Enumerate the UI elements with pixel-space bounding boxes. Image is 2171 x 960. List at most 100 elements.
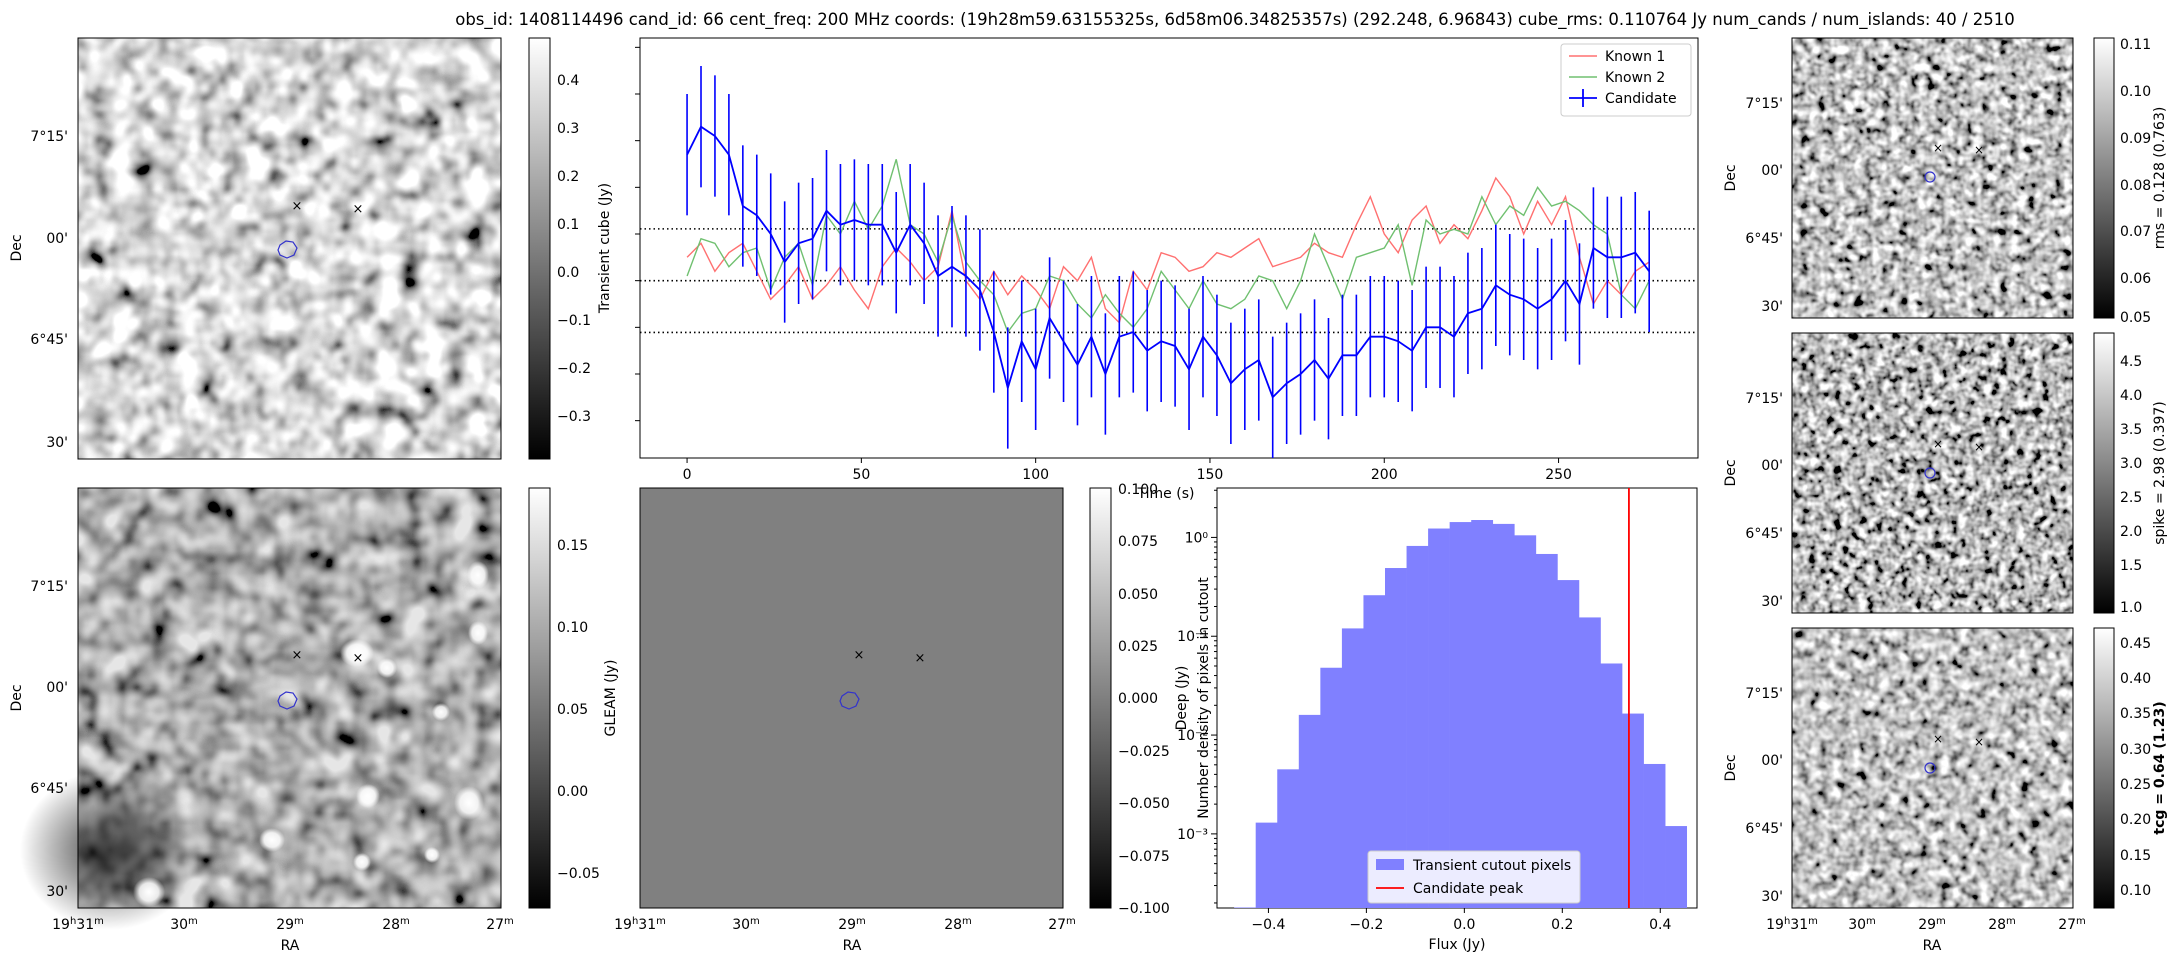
tcg-dec-tick-3: 30' [1761, 889, 1783, 905]
gleam-ra-tick-3: 28m [944, 916, 972, 933]
gleam-contour [839, 691, 860, 710]
spike-cb-tick-4: 2.5 [2120, 490, 2142, 506]
tcg-colorbar-label: tcg = 0.64 (1.23) [2152, 701, 2168, 834]
deep-ra-tick-3: 28m [382, 916, 410, 933]
spike-cb-tick-1: 4.0 [2120, 388, 2142, 404]
gleam-marker-green: × [915, 651, 926, 666]
deep-cb-tick-2: 0.05 [557, 702, 588, 718]
spike-marker-green: × [1974, 440, 1984, 454]
rms-colorbar-label: rms = 0.128 (0.763) [2152, 107, 2168, 250]
transient-cb-tick-5: −0.1 [557, 313, 591, 329]
gleam-marker-red: × [854, 648, 865, 663]
transient-noise-image [78, 38, 501, 459]
histogram-bar [1341, 628, 1364, 908]
transient-colorbar-label: Transient cube (Jy) [597, 183, 613, 314]
rms-dec-tick-2: 6°45' [1745, 231, 1783, 247]
gleam-cb-tick-7: −0.075 [1118, 849, 1170, 865]
spike-colorbar-ticks: 4.5 4.0 3.5 3.0 2.5 2.0 1.5 1.0 [2120, 354, 2142, 616]
legend-label-hist: Transient cutout pixels [1412, 858, 1571, 874]
rms-dec-tick-0: 7°15' [1745, 96, 1783, 112]
histogram-bar [1298, 714, 1321, 908]
spike-marker-red: × [1933, 437, 1943, 451]
transient-dec-label: Dec [9, 234, 25, 261]
histogram-bar [1449, 522, 1472, 908]
rms-image-panel: × × 7°15' 00' 6°45' 30' Dec 0.11 0.10 0.… [1723, 37, 2168, 326]
lightcurve-x-ticks: 0 50 100 150 200 250 [683, 458, 1572, 483]
x-tick-label: 200 [1371, 467, 1398, 483]
gleam-cb-tick-8: −0.100 [1118, 901, 1170, 917]
gleam-cb-tick-5: −0.025 [1118, 744, 1170, 760]
histogram-bar [1320, 667, 1343, 908]
transient-dec-tick-1: 00' [46, 231, 68, 247]
spike-cb-tick-5: 2.0 [2120, 524, 2142, 540]
histogram-bar [1428, 528, 1450, 908]
histogram-bar [1514, 535, 1537, 908]
tcg-ra-tick-4: 27m [2058, 916, 2086, 933]
deep-dec-label: Dec [9, 684, 25, 711]
gleam-colorbar [1089, 487, 1112, 909]
rms-cb-tick-2: 0.09 [2120, 131, 2151, 147]
tcg-dec-tick-1: 00' [1761, 753, 1783, 769]
rms-cb-tick-3: 0.08 [2120, 178, 2151, 194]
spike-cb-tick-0: 4.5 [2120, 354, 2142, 370]
tcg-dec-tick-2: 6°45' [1745, 821, 1783, 837]
spike-image-panel: × × 7°15' 00' 6°45' 30' Dec 4.5 4.0 3.5 … [1723, 332, 2168, 616]
deep-colorbar-ticks: 0.15 0.10 0.05 0.00 −0.05 [557, 538, 600, 882]
deep-dec-tick-3: 30' [46, 884, 68, 900]
tcg-ra-tick-1: 30m [1848, 916, 1876, 933]
histogram-bar [1363, 595, 1386, 908]
deep-marker-green: × [353, 651, 364, 666]
figure-title: obs_id: 1408114496 cand_id: 66 cent_freq… [455, 10, 2015, 30]
histogram-panel: −0.4 −0.2 0.0 0.2 0.4 10⁰ 10⁻¹ 10⁻² 10⁻³ Flux (… [1177, 487, 1698, 953]
spike-dec-tick-1: 00' [1761, 458, 1783, 474]
transient-contour [277, 240, 298, 259]
rms-cb-tick-0: 0.11 [2120, 37, 2151, 53]
deep-ra-tick-1: 30m [170, 916, 198, 933]
tcg-ra-tick-2: 29m [1918, 916, 1946, 933]
hist-y-tick-label: 10⁻¹ [1177, 629, 1208, 645]
rms-colorbar-ticks: 0.11 0.10 0.09 0.08 0.07 0.06 0.05 [2120, 37, 2151, 326]
rms-dec-tick-3: 30' [1761, 299, 1783, 315]
gleam-cb-tick-1: 0.075 [1118, 534, 1158, 550]
histogram-bar [1643, 763, 1666, 908]
tcg-noise-image [1792, 628, 2073, 908]
histogram-bar [1557, 580, 1580, 908]
transient-cb-tick-6: −0.2 [557, 361, 591, 377]
deep-cb-tick-0: 0.15 [557, 538, 588, 554]
histogram-bar [1535, 553, 1558, 908]
histogram-bar [1492, 523, 1515, 908]
rms-colorbar [2093, 37, 2115, 319]
deep-colorbar [528, 487, 551, 909]
histogram-bar [1600, 663, 1623, 908]
histogram-bar [1471, 520, 1494, 908]
rms-cb-tick-4: 0.07 [2120, 224, 2151, 240]
histogram-bar [1255, 822, 1278, 908]
gleam-ra-tick-1: 30m [732, 916, 760, 933]
transient-colorbar [528, 37, 551, 460]
legend-swatch-hist [1376, 859, 1404, 870]
tcg-image-panel: × × 7°15' 00' 6°45' 30' Dec 19h31m 30m 2… [1723, 627, 2168, 954]
rms-cb-tick-6: 0.05 [2120, 310, 2151, 326]
spike-colorbar [2093, 332, 2115, 614]
spike-cb-tick-6: 1.5 [2120, 558, 2142, 574]
histogram-bar [1277, 769, 1300, 908]
tcg-dec-tick-0: 7°15' [1745, 686, 1783, 702]
transient-cb-tick-4: 0.0 [557, 265, 579, 281]
histogram-y-ticks: 10⁰ 10⁻¹ 10⁻² 10⁻³ [1177, 489, 1217, 904]
transient-cb-tick-1: 0.3 [557, 121, 579, 137]
transient-marker-red: × [292, 199, 303, 214]
deep-ra-tick-2: 29m [276, 916, 304, 933]
lightcurve-legend: Known 1 Known 2 Candidate [1560, 43, 1692, 117]
histogram-bars [1234, 520, 1688, 908]
rms-marker-red: × [1933, 141, 1943, 155]
histogram-ylabel: Number density of pixels in cutout [1196, 577, 1212, 819]
lightcurve-xlabel: Time (s) [1137, 486, 1195, 502]
gleam-cb-tick-4: 0.000 [1118, 691, 1158, 707]
hist-x-tick-label: −0.2 [1349, 917, 1383, 933]
spike-contour [1924, 467, 1936, 479]
transient-dec-tick-3: 30' [46, 435, 68, 451]
histogram-bar [1406, 545, 1429, 908]
gleam-ra-tick-4: 27m [1048, 916, 1076, 933]
lightcurve-series [686, 66, 1650, 458]
